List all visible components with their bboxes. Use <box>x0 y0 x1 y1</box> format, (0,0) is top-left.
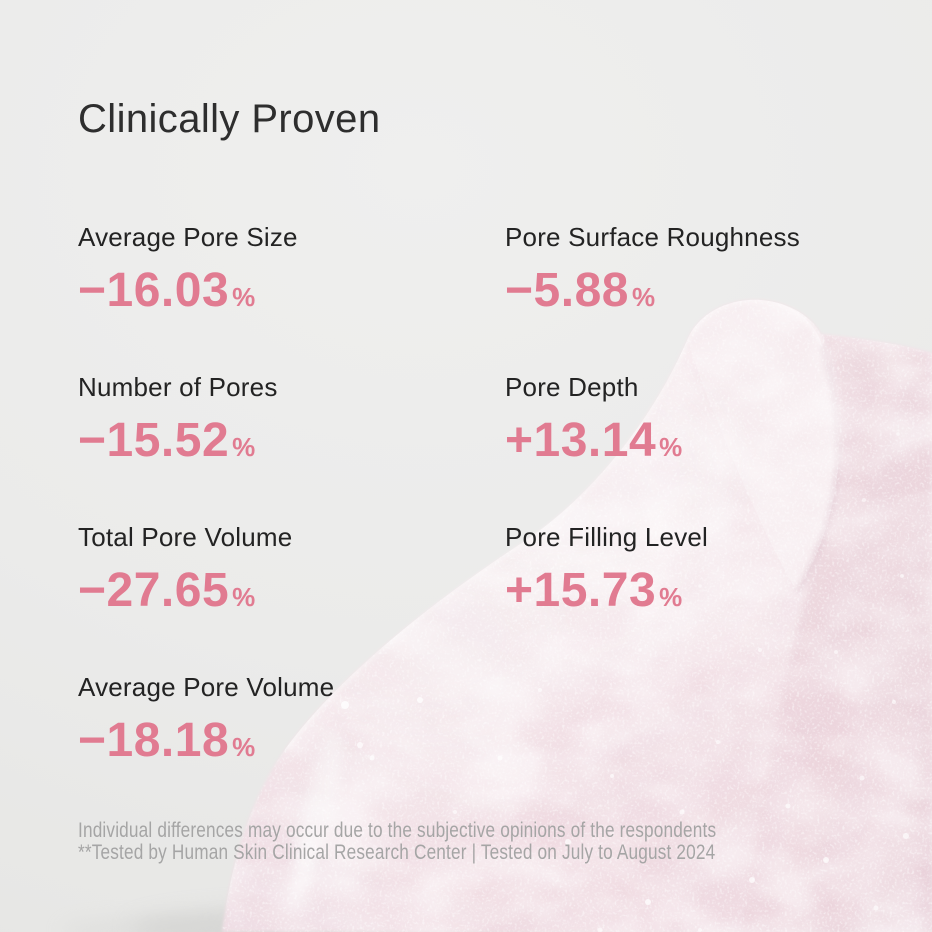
stat-percent-sign: % <box>631 282 656 312</box>
footnote-line-2: **Tested by Human Skin Clinical Research… <box>78 840 716 864</box>
stat-pore-surface-roughness: Pore Surface Roughness −5.88% <box>505 222 800 328</box>
stat-average-pore-volume: Average Pore Volume −18.18% <box>78 672 334 778</box>
stat-number: −18.18 <box>78 714 230 767</box>
stat-value: +15.73% <box>505 565 708 628</box>
stat-label: Average Pore Volume <box>78 672 335 702</box>
footnotes: Individual differences may occur due to … <box>78 820 716 863</box>
stat-value: −5.88% <box>505 265 800 328</box>
stat-percent-sign: % <box>232 732 256 762</box>
stat-number: +15.73 <box>505 564 657 617</box>
stat-percent-sign: % <box>659 582 683 612</box>
stat-value: −15.52% <box>78 415 278 478</box>
stat-number: −15.52 <box>78 414 230 467</box>
stat-label: Average Pore Size <box>78 222 298 252</box>
stat-pore-depth: Pore Depth +13.14% <box>505 372 682 478</box>
stat-value: −16.03% <box>78 265 298 328</box>
stat-number: −16.03 <box>78 264 230 317</box>
stat-label: Pore Filling Level <box>505 522 709 552</box>
stat-label: Total Pore Volume <box>78 522 293 552</box>
stat-value: −18.18% <box>78 715 334 778</box>
stat-average-pore-size: Average Pore Size −16.03% <box>78 222 298 328</box>
stat-label: Pore Surface Roughness <box>505 222 800 252</box>
stat-number: −27.65 <box>78 564 230 617</box>
stat-total-pore-volume: Total Pore Volume −27.65% <box>78 522 292 628</box>
footnote-line-1: Individual differences may occur due to … <box>78 819 717 842</box>
stat-number: −5.88 <box>505 264 629 317</box>
stat-value: −27.65% <box>78 565 292 628</box>
stat-label: Pore Depth <box>505 372 639 402</box>
stat-percent-sign: % <box>232 432 256 462</box>
stat-percent-sign: % <box>232 282 256 312</box>
stat-percent-sign: % <box>232 582 256 612</box>
stat-number-of-pores: Number of Pores −15.52% <box>78 372 278 478</box>
stat-pore-filling-level: Pore Filling Level +15.73% <box>505 522 708 628</box>
stat-percent-sign: % <box>659 432 683 462</box>
page-title: Clinically Proven <box>78 97 381 141</box>
stat-value: +13.14% <box>505 415 682 478</box>
stat-number: +13.14 <box>505 414 657 467</box>
stat-label: Number of Pores <box>78 372 278 402</box>
